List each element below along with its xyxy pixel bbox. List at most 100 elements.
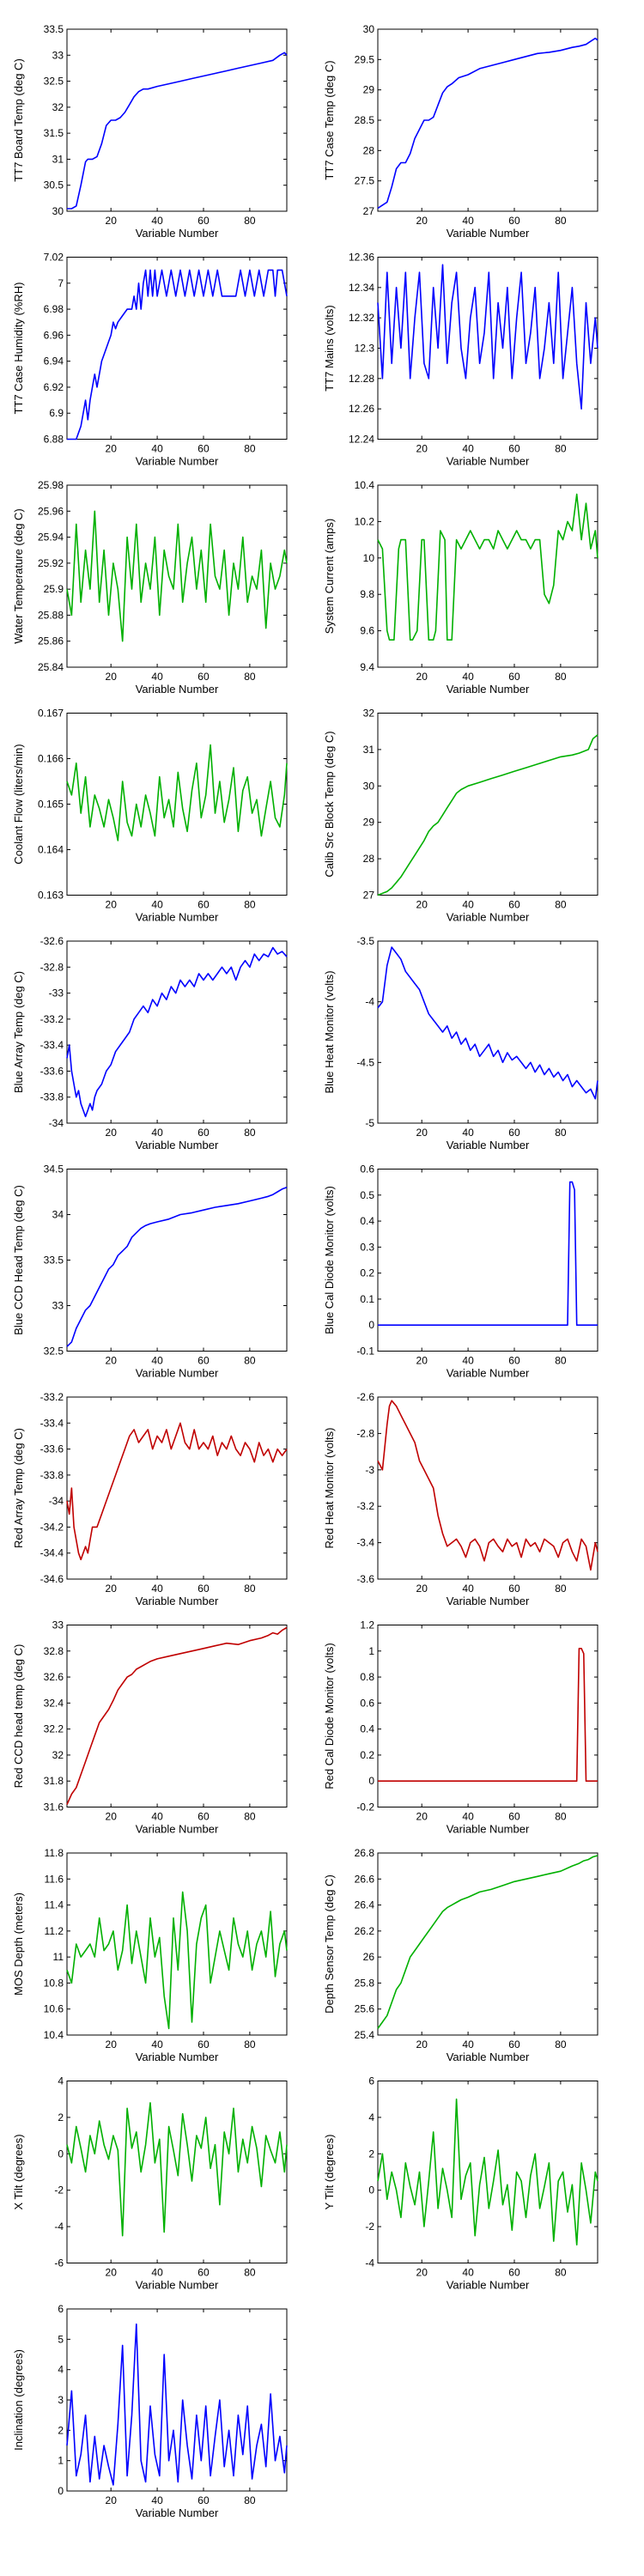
x-tick-label: 80 (244, 2494, 256, 2506)
y-tick-label: 6.9 (49, 407, 64, 419)
x-tick-label: 60 (197, 1811, 210, 1823)
series-line-1 (67, 52, 288, 210)
y-tick-label: 12.36 (349, 252, 374, 264)
y-axis-label: Red Heat Monitor (volts) (323, 1428, 336, 1549)
plot-frame (377, 1396, 598, 1580)
x-tick-label: 60 (508, 215, 520, 227)
y-axis-label: Blue CCD Head Temp (deg C) (12, 1185, 25, 1335)
x-tick-label: 60 (197, 2494, 210, 2506)
plot-frame (66, 1852, 288, 2036)
x-axis-label: Variable Number (136, 2050, 219, 2063)
y-tick-label: 2 (58, 2111, 64, 2123)
y-axis-label: Inclination (degrees) (12, 2349, 25, 2451)
x-tick-label: 80 (555, 1127, 567, 1139)
series-line-1 (377, 734, 598, 896)
x-axis-label: Variable Number (447, 1823, 530, 1836)
y-tick-label: 7 (58, 277, 64, 289)
y-tick-label: 0.2 (360, 1749, 374, 1761)
y-tick-label: 11.6 (45, 1873, 64, 1885)
plot-frame (66, 257, 288, 440)
y-tick-label: 11.4 (45, 1899, 64, 1911)
x-tick-label: 80 (555, 215, 567, 227)
y-tick-label: -3 (365, 1464, 374, 1476)
subplot-1: 20 40 60 80 30 30.5 31 31.5 32 32.5 33 33.5 Variable… (12, 23, 288, 240)
x-axis-label: Variable Number (447, 1139, 530, 1151)
y-tick-label: 10.4 (355, 479, 375, 491)
x-tick-label: 80 (555, 2038, 567, 2050)
x-axis-label: Variable Number (447, 1595, 530, 1607)
plot-frame (66, 713, 288, 896)
subplot-11: 20 40 60 80 32.5 33 33.5 34 34.5 Variable Number B… (12, 1163, 288, 1380)
x-tick-label: 20 (106, 2038, 118, 2050)
x-tick-label: 20 (106, 671, 118, 683)
y-tick-label: -33.6 (40, 1065, 64, 1077)
y-tick-label: 4 (368, 2111, 374, 2123)
series-line-1 (66, 1891, 288, 2030)
x-tick-label: 40 (151, 2038, 163, 2050)
y-tick-label: 0 (368, 1775, 374, 1787)
x-tick-label: 40 (462, 899, 474, 911)
x-axis-label: Variable Number (136, 911, 219, 924)
x-tick-label: 60 (197, 1355, 210, 1367)
y-tick-label: 25.92 (38, 557, 64, 569)
x-tick-label: 20 (416, 1583, 428, 1595)
y-tick-label: -33.2 (40, 1391, 64, 1403)
x-tick-label: 60 (508, 1583, 520, 1595)
x-tick-label: 60 (197, 671, 210, 683)
subplot-12: 20 40 60 80 -0.1 0 0.1 0.2 0.3 0.4 0.5 0.6 Variable … (323, 1163, 598, 1380)
y-tick-label: -4 (365, 996, 374, 1008)
y-axis-label: Red Array Temp (deg C) (12, 1428, 25, 1548)
y-tick-label: -33.8 (40, 1469, 64, 1481)
y-tick-label: 32.5 (44, 1346, 64, 1358)
y-tick-label: 0.6 (360, 1697, 374, 1709)
subplot-16: 20 40 60 80 -0.2 0 0.2 0.4 0.6 0.8 1 1.2 Variable Nu… (323, 1619, 598, 1836)
y-tick-label: 6.92 (44, 381, 64, 393)
y-tick-label: 10.8 (44, 1977, 64, 1989)
series-line-1 (377, 493, 598, 641)
x-axis-label: Variable Number (136, 1823, 219, 1836)
y-tick-label: 30 (363, 780, 375, 792)
series-line-1 (66, 510, 288, 642)
y-tick-label: 0.164 (38, 844, 64, 856)
y-tick-label: 12.32 (349, 312, 374, 324)
subplot-4: 20 40 60 80 12.24 12.26 12.28 12.3 12.32 12.34 12.… (323, 252, 598, 468)
y-axis-label: TT7 Mains (volts) (323, 305, 336, 391)
y-tick-label: 1 (58, 2455, 64, 2467)
series-line-1 (66, 1186, 288, 1347)
y-tick-label: 11 (53, 1951, 64, 1963)
x-tick-label: 40 (462, 1583, 474, 1595)
y-tick-label: -33.2 (40, 1013, 64, 1025)
x-tick-label: 20 (106, 1127, 118, 1139)
y-tick-label: -4 (365, 2257, 374, 2269)
y-tick-label: 25.4 (355, 2029, 375, 2041)
y-tick-label: 11.2 (45, 1925, 64, 1937)
y-tick-label: 1 (368, 1645, 374, 1657)
y-tick-label: 32 (52, 1749, 64, 1761)
plot-frame (377, 1169, 598, 1352)
y-tick-label: 25.9 (44, 583, 64, 595)
subplot-3: 20 40 60 80 6.88 6.9 6.92 6.94 6.96 6.98 7 7.02 Vari… (12, 252, 288, 468)
y-tick-label: -3.2 (356, 1500, 374, 1512)
y-tick-label: 6.88 (44, 434, 64, 446)
x-tick-label: 40 (462, 443, 474, 455)
x-tick-label: 40 (151, 215, 163, 227)
y-axis-label: System Current (amps) (323, 519, 336, 634)
plot-frame (66, 940, 288, 1124)
y-tick-label: 9.8 (360, 588, 374, 600)
y-tick-label: 10.4 (44, 2029, 64, 2041)
y-tick-label: 4 (58, 2364, 64, 2376)
y-axis-label: Blue Cal Diode Monitor (volts) (323, 1186, 336, 1334)
y-axis-label: Depth Sensor Temp (deg C) (323, 1874, 336, 2014)
plot-frame (377, 940, 598, 1124)
y-tick-label: 0.163 (38, 890, 64, 902)
x-tick-label: 80 (244, 2267, 256, 2279)
y-tick-label: 32.2 (44, 1723, 64, 1735)
subplot-10: 20 40 60 80 -5 -4.5 -4 -3.5 Variable Number Blue … (323, 935, 598, 1151)
y-tick-label: -6 (54, 2257, 64, 2269)
x-tick-label: 80 (244, 2038, 256, 2050)
y-tick-label: 6 (368, 2075, 374, 2087)
x-tick-label: 80 (244, 899, 256, 911)
subplot-20: 20 40 60 80 -4 -2 0 2 4 6 Variable Number Y Tilt (d… (323, 2075, 598, 2292)
subplot-17: 20 40 60 80 10.4 10.6 10.8 11 11.2 11.4 11.6 11.8 Va… (12, 1847, 288, 2063)
y-tick-label: 0.2 (360, 1267, 374, 1279)
